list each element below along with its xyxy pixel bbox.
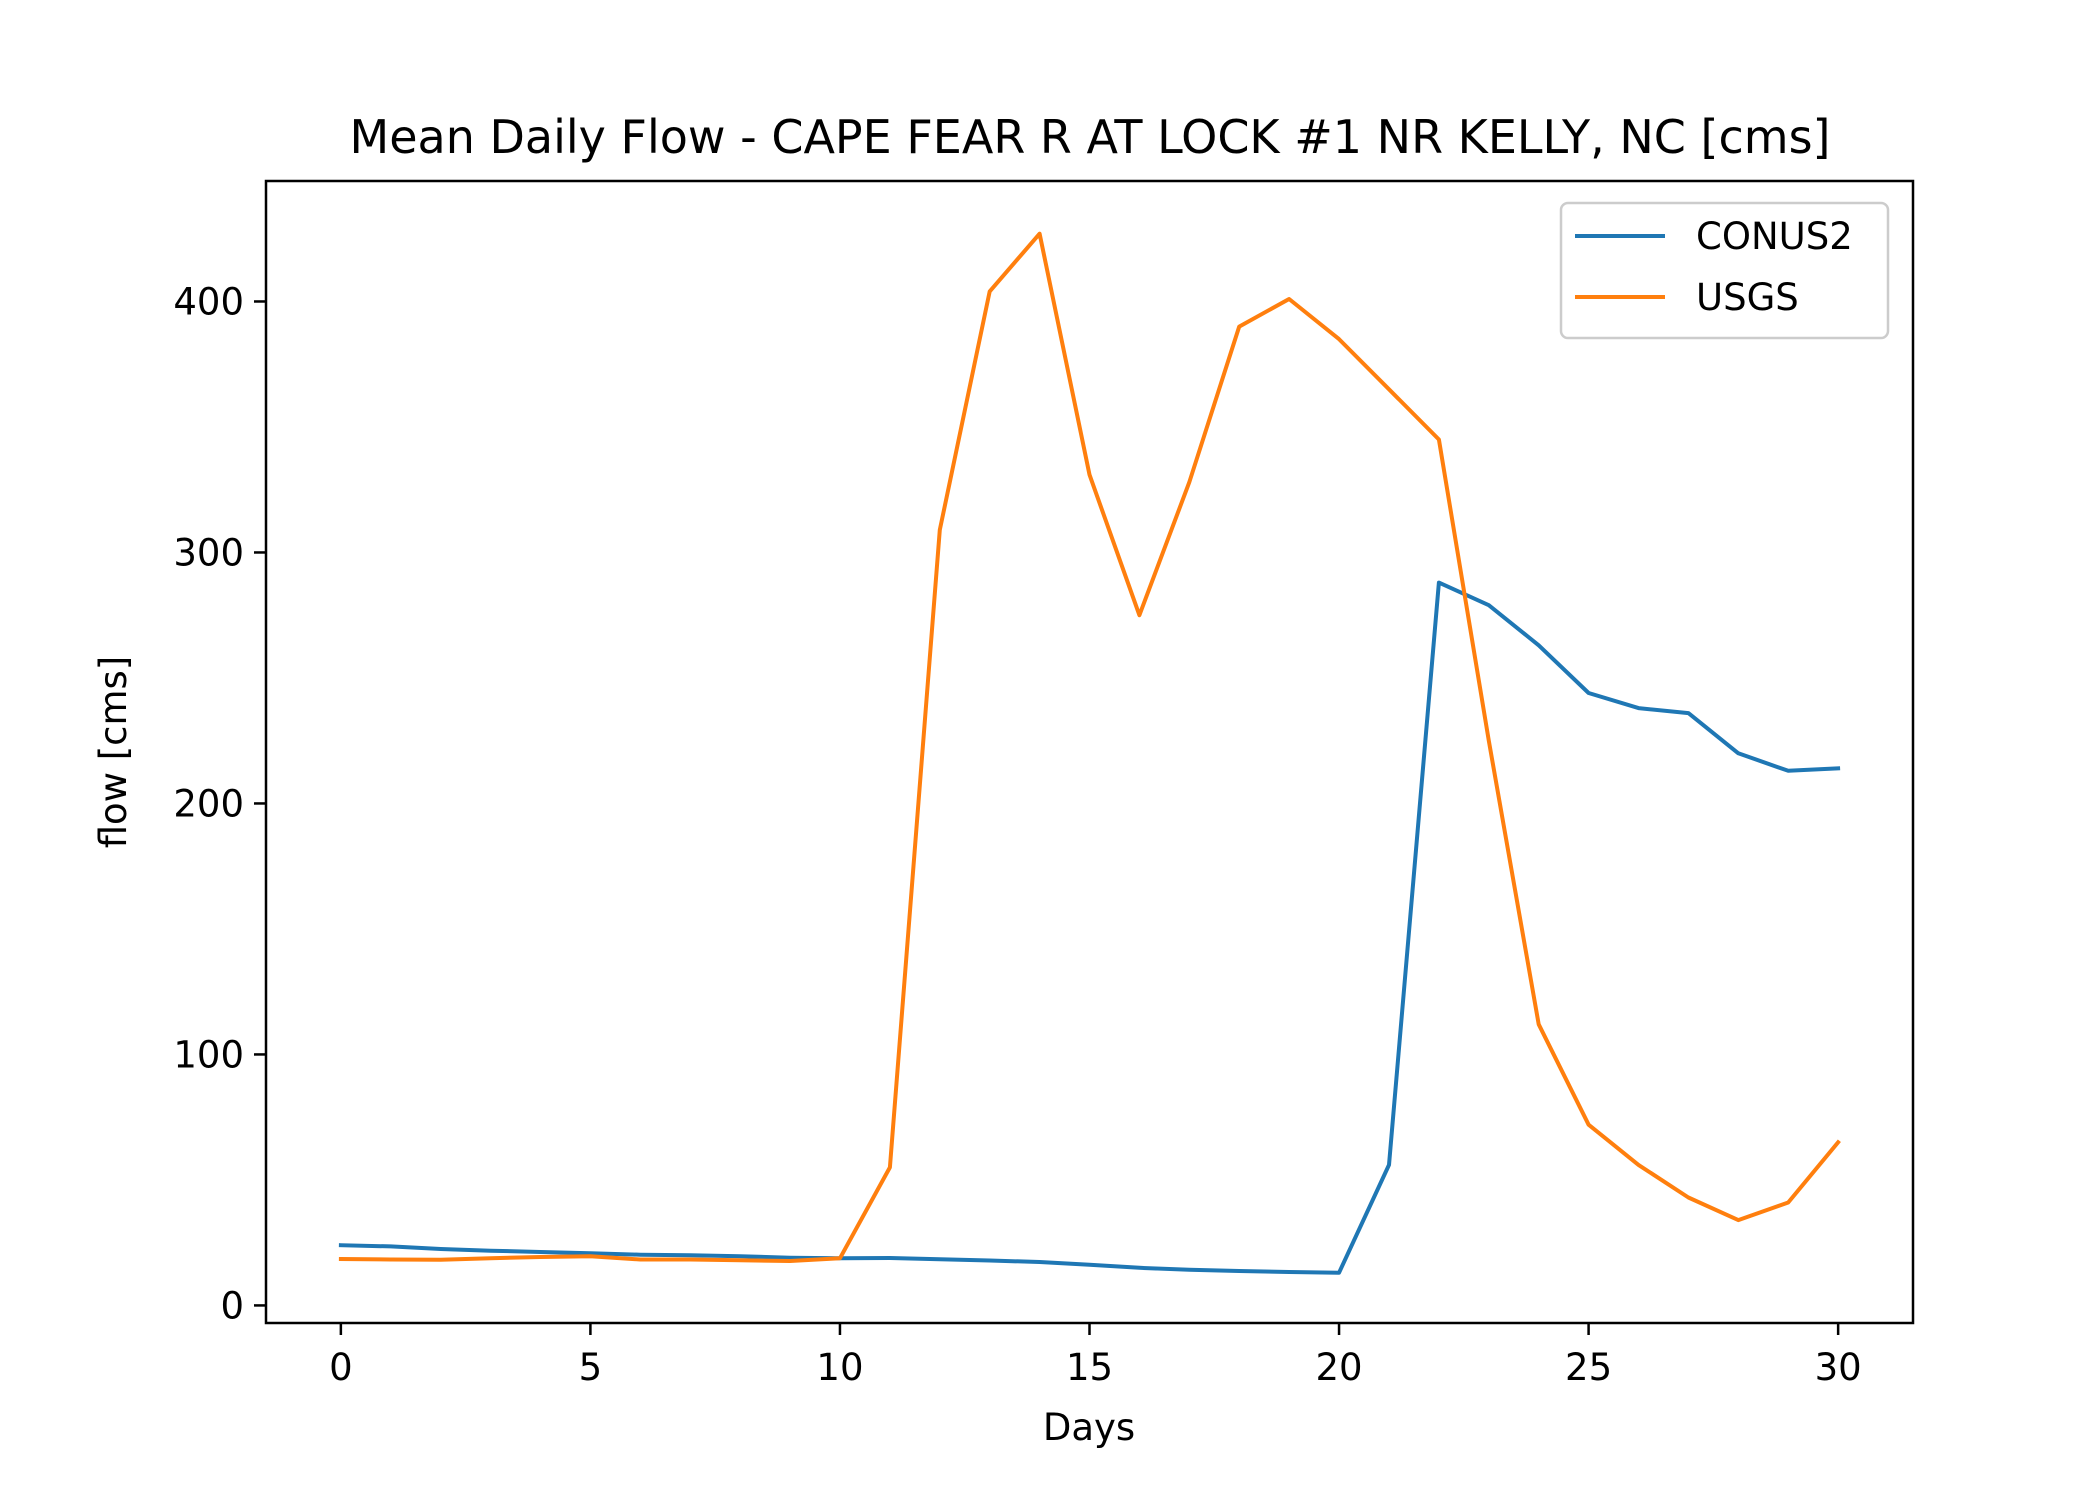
x-tick-label: 10 — [816, 1346, 863, 1389]
x-tick-label: 25 — [1565, 1346, 1612, 1389]
legend: CONUS2 USGS — [1559, 201, 1890, 340]
legend-label-conus2: CONUS2 — [1696, 215, 1853, 258]
x-tick-label: 15 — [1066, 1346, 1113, 1389]
x-axis-label: Days — [1043, 1406, 1135, 1449]
chart-title: Mean Daily Flow - CAPE FEAR R AT LOCK #1… — [350, 110, 1831, 164]
x-tick-label: 30 — [1815, 1346, 1862, 1389]
y-tick-label: 0 — [220, 1284, 244, 1327]
y-tick-label: 200 — [173, 782, 244, 825]
x-tick-label: 20 — [1315, 1346, 1362, 1389]
y-tick-label: 300 — [173, 531, 244, 574]
series-line-conus2 — [338, 580, 1841, 1275]
y-tick-label: 400 — [173, 280, 244, 323]
y-axis: 0 100 200 300 400 — [173, 280, 266, 1327]
series-line-usgs — [338, 231, 1841, 1263]
legend-label-usgs: USGS — [1696, 276, 1799, 319]
y-tick-label: 100 — [173, 1033, 244, 1076]
x-axis: 0 5 10 15 20 25 30 — [329, 1323, 1862, 1389]
x-tick-label: 5 — [579, 1346, 603, 1389]
x-tick-label: 0 — [329, 1346, 353, 1389]
series-group — [338, 231, 1841, 1275]
y-axis-label: flow [cms] — [92, 656, 135, 849]
